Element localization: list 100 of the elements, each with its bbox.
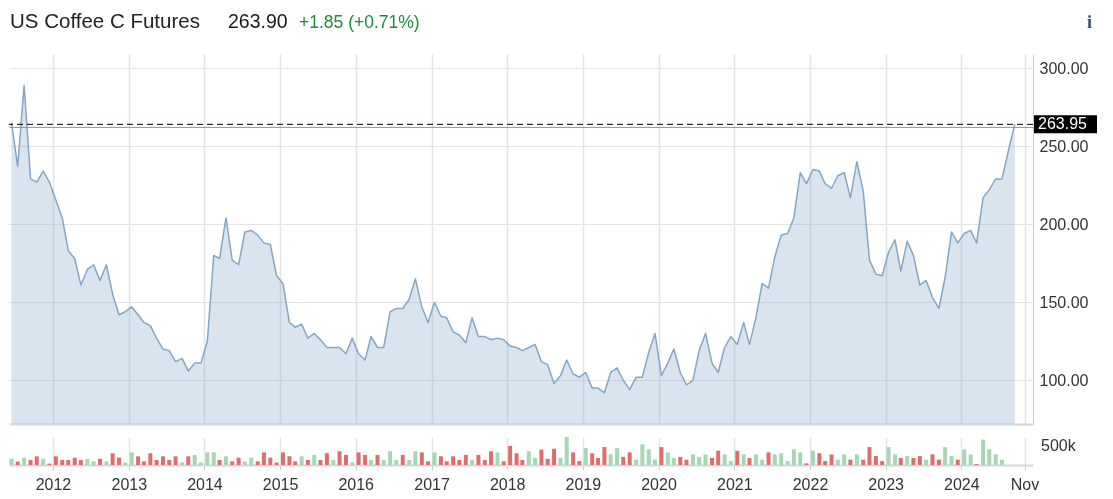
bar	[886, 447, 891, 465]
bar	[476, 454, 481, 465]
bar	[356, 452, 361, 465]
text: i	[1087, 12, 1093, 32]
bar	[526, 451, 531, 465]
bar	[413, 451, 418, 465]
bar	[192, 454, 197, 465]
bar	[634, 459, 639, 465]
bar	[955, 459, 960, 465]
bar	[255, 461, 260, 465]
bar	[665, 452, 670, 465]
bar	[785, 461, 790, 465]
bar	[230, 461, 235, 465]
bar	[571, 452, 576, 465]
bar	[981, 439, 986, 465]
bar	[104, 461, 109, 465]
bar	[324, 453, 329, 465]
x-tick-label: 2018	[489, 475, 526, 493]
bar	[640, 444, 645, 465]
bar	[911, 458, 916, 465]
bar	[180, 462, 185, 465]
bar	[407, 459, 412, 465]
x-tick-label: 2012	[35, 475, 72, 493]
bar	[810, 450, 815, 465]
bar	[148, 453, 153, 465]
bar	[999, 459, 1004, 465]
text: 500k	[1041, 437, 1077, 454]
bar	[861, 459, 866, 465]
bar	[595, 458, 600, 465]
bar	[261, 452, 266, 465]
bar	[129, 452, 134, 465]
x-tick-label: Nov	[1010, 475, 1040, 493]
bar	[716, 450, 721, 465]
bar	[432, 452, 437, 465]
bar	[299, 456, 304, 465]
bar	[22, 457, 27, 465]
bar	[15, 461, 20, 465]
bar	[91, 461, 96, 465]
x-tick-label: 2013	[111, 475, 148, 493]
bar	[627, 452, 632, 465]
bar	[728, 461, 733, 465]
chart-title: US Coffee C Futures	[10, 9, 200, 32]
bar	[211, 452, 216, 465]
bar	[697, 456, 702, 465]
x-tick-label: 2015	[262, 475, 299, 493]
x-tick-label: 2021	[717, 475, 753, 493]
bar	[615, 448, 620, 465]
bar	[722, 454, 727, 465]
x-tick-label: 2014	[187, 475, 223, 493]
text: 263.90	[228, 10, 288, 32]
bar	[312, 454, 317, 465]
bar	[545, 458, 550, 465]
bar	[741, 454, 746, 465]
bar	[993, 454, 998, 465]
bar	[217, 459, 222, 465]
bar	[873, 456, 878, 465]
bar	[318, 459, 323, 465]
bar	[532, 457, 537, 465]
bar	[646, 449, 651, 465]
bar	[136, 456, 141, 465]
bar	[331, 459, 336, 465]
bar	[444, 461, 449, 465]
bar	[469, 459, 474, 465]
bar	[703, 454, 708, 465]
bar	[123, 462, 128, 465]
bar	[426, 461, 431, 465]
bar	[930, 454, 935, 465]
bar	[577, 461, 582, 465]
bar	[766, 452, 771, 465]
x-tick-label: 2023	[868, 475, 905, 493]
bar	[249, 457, 254, 465]
bar	[198, 462, 203, 465]
y-tick-label: 250.00	[1039, 137, 1089, 155]
bar	[268, 457, 273, 465]
bar	[287, 456, 292, 465]
bar	[583, 448, 588, 465]
bar	[381, 459, 386, 465]
bar	[41, 458, 46, 465]
bar	[880, 461, 885, 465]
bar	[72, 457, 77, 465]
bar	[186, 456, 191, 465]
bar	[791, 449, 796, 465]
bar	[369, 459, 374, 465]
bar	[495, 452, 500, 465]
x-tick-label: 2022	[792, 475, 829, 493]
bar	[590, 453, 595, 465]
bar	[760, 459, 765, 465]
bar	[735, 450, 740, 465]
x-tick-label: 2024	[944, 475, 980, 493]
bar	[110, 453, 115, 465]
bar	[388, 451, 393, 465]
bar	[798, 452, 803, 465]
bar	[350, 462, 355, 465]
bar	[671, 458, 676, 465]
bar	[375, 454, 380, 465]
bar	[949, 456, 954, 465]
bar	[608, 454, 613, 465]
bar	[823, 461, 828, 465]
bar	[173, 456, 178, 465]
bar	[53, 456, 58, 465]
